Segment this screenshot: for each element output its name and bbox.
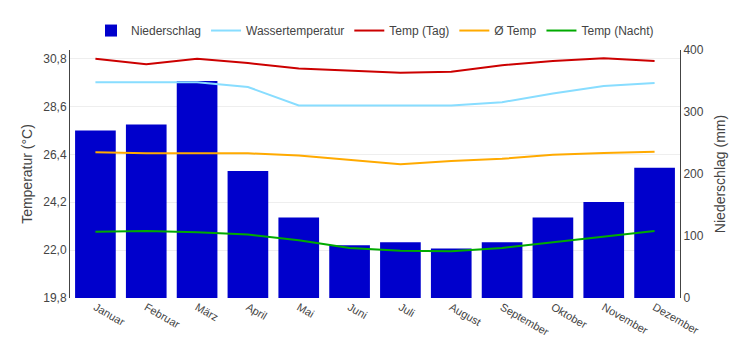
svg-text:August: August (448, 301, 484, 329)
svg-text:Juni: Juni (346, 301, 369, 321)
svg-text:Mai: Mai (295, 301, 316, 320)
svg-text:24,2: 24,2 (43, 195, 67, 209)
svg-text:September: September (498, 301, 551, 338)
svg-text:Ø Temp: Ø Temp (494, 24, 536, 38)
svg-text:26,4: 26,4 (43, 148, 67, 162)
svg-text:19,8: 19,8 (43, 291, 67, 305)
svg-text:0: 0 (683, 291, 690, 305)
svg-text:300: 300 (683, 105, 703, 119)
svg-text:November: November (600, 301, 650, 337)
svg-text:100: 100 (683, 229, 703, 243)
svg-text:200: 200 (683, 167, 703, 181)
svg-text:April: April (244, 301, 269, 322)
svg-text:März: März (193, 301, 220, 324)
svg-text:22,0: 22,0 (43, 243, 67, 257)
svg-text:Niederschlag: Niederschlag (131, 24, 201, 38)
svg-text:Temp (Nacht): Temp (Nacht) (581, 24, 653, 38)
svg-text:Februar: Februar (143, 301, 183, 331)
svg-text:Juli: Juli (397, 301, 417, 320)
svg-text:Oktober: Oktober (549, 301, 589, 331)
svg-text:Januar: Januar (92, 301, 127, 328)
svg-text:400: 400 (683, 43, 703, 57)
svg-text:28,6: 28,6 (43, 100, 67, 114)
svg-text:Dezember: Dezember (651, 301, 701, 337)
svg-text:Niederschlag (mm): Niederschlag (mm) (712, 115, 728, 233)
svg-text:Wassertemperatur: Wassertemperatur (246, 24, 344, 38)
svg-text:Temp (Tag): Temp (Tag) (389, 24, 449, 38)
svg-text:Temperatur (°C): Temperatur (°C) (19, 124, 35, 224)
svg-text:30,8: 30,8 (43, 52, 67, 66)
